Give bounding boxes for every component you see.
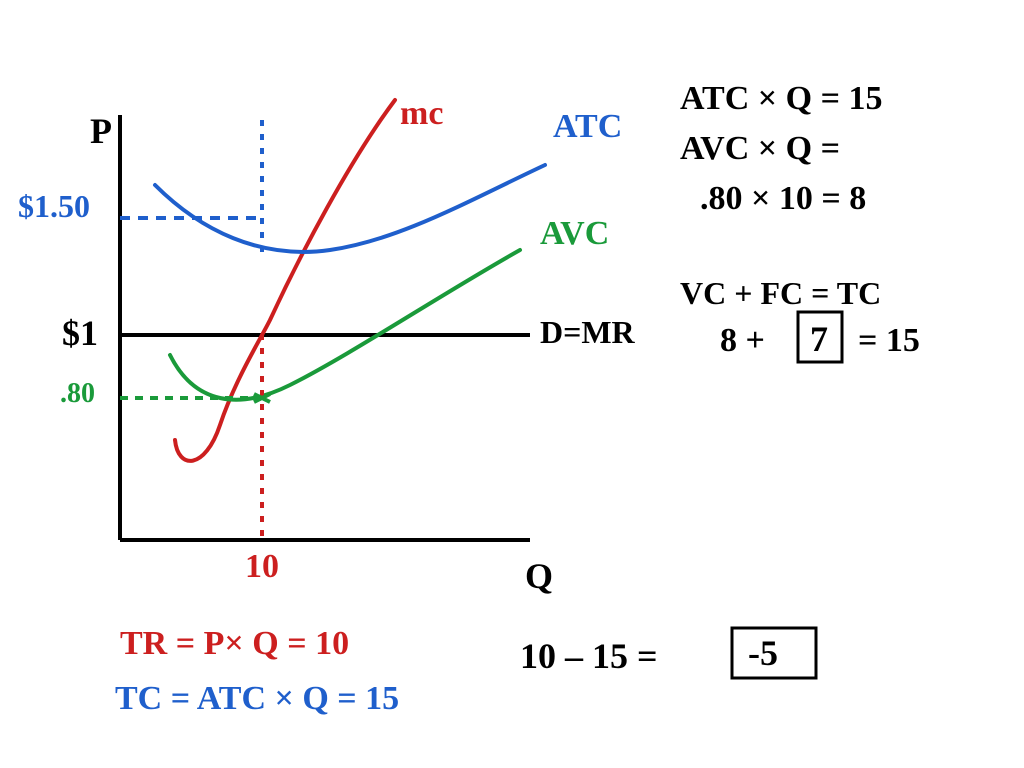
xtick-10: 10 [245,548,279,586]
avc-label: AVC [540,215,609,253]
note-8a: 10 – 15 = [520,635,658,677]
note-2: AVC × Q = [680,130,840,168]
note-5c: = 15 [858,322,920,360]
note-7: TC = ATC × Q = 15 [115,680,399,718]
note-5a: 8 + [720,322,765,360]
dmr-label: D=MR [540,314,635,351]
note-3: .80 × 10 = 8 [700,180,866,218]
note-6: TR = P× Q = 10 [120,625,349,663]
mc-label: mc [400,95,443,133]
axis-label-q: Q [525,555,553,597]
note-8b: -5 [748,632,778,674]
note-5b: 7 [810,318,828,360]
atc-curve [155,165,545,252]
ytick-080: .80 [60,378,95,410]
mc-curve [175,100,395,461]
atc-label: ATC [553,108,622,146]
axis-label-p: P [90,110,112,152]
avc-curve [170,250,520,400]
note-4: VC + FC = TC [680,275,881,312]
ytick-150: $1.50 [18,188,90,225]
note-1: ATC × Q = 15 [680,80,882,118]
ytick-100: $1 [62,312,98,354]
